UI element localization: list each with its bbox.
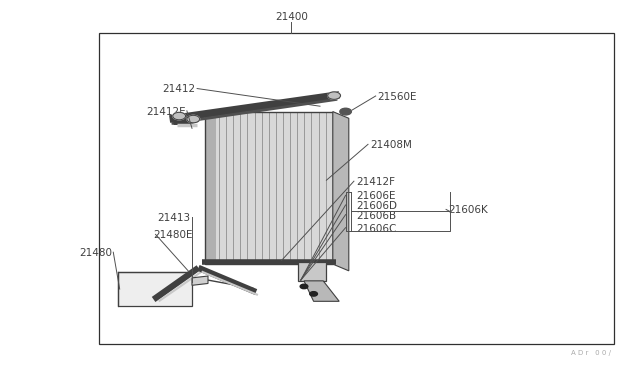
Circle shape: [340, 108, 351, 115]
Bar: [298, 262, 326, 281]
Circle shape: [173, 112, 186, 120]
Polygon shape: [333, 112, 349, 271]
Text: 21412F: 21412F: [356, 177, 395, 187]
Text: 21606C: 21606C: [356, 224, 396, 234]
Text: 21606D: 21606D: [356, 201, 397, 211]
Text: 21480E: 21480E: [154, 230, 193, 240]
Circle shape: [187, 115, 200, 123]
Text: A D r   0 0 /: A D r 0 0 /: [571, 350, 611, 356]
Text: 21400: 21400: [275, 12, 308, 22]
Bar: [205, 112, 333, 264]
Text: 21412E: 21412E: [146, 107, 186, 116]
Bar: [99, 33, 614, 344]
Bar: [118, 272, 192, 306]
Bar: [205, 112, 216, 264]
Text: 21412: 21412: [162, 84, 195, 94]
Polygon shape: [304, 281, 339, 301]
Text: 21408M: 21408M: [370, 140, 412, 150]
Text: 21606E: 21606E: [356, 192, 396, 201]
Text: 21480: 21480: [79, 248, 112, 258]
Text: 21606B: 21606B: [356, 211, 396, 221]
Circle shape: [300, 284, 308, 289]
Bar: [205, 112, 333, 264]
Text: 21560E: 21560E: [378, 92, 417, 102]
Polygon shape: [192, 276, 208, 285]
Circle shape: [310, 292, 317, 296]
Text: 21606K: 21606K: [448, 205, 488, 215]
Circle shape: [328, 92, 340, 99]
Text: 21413: 21413: [157, 213, 191, 222]
